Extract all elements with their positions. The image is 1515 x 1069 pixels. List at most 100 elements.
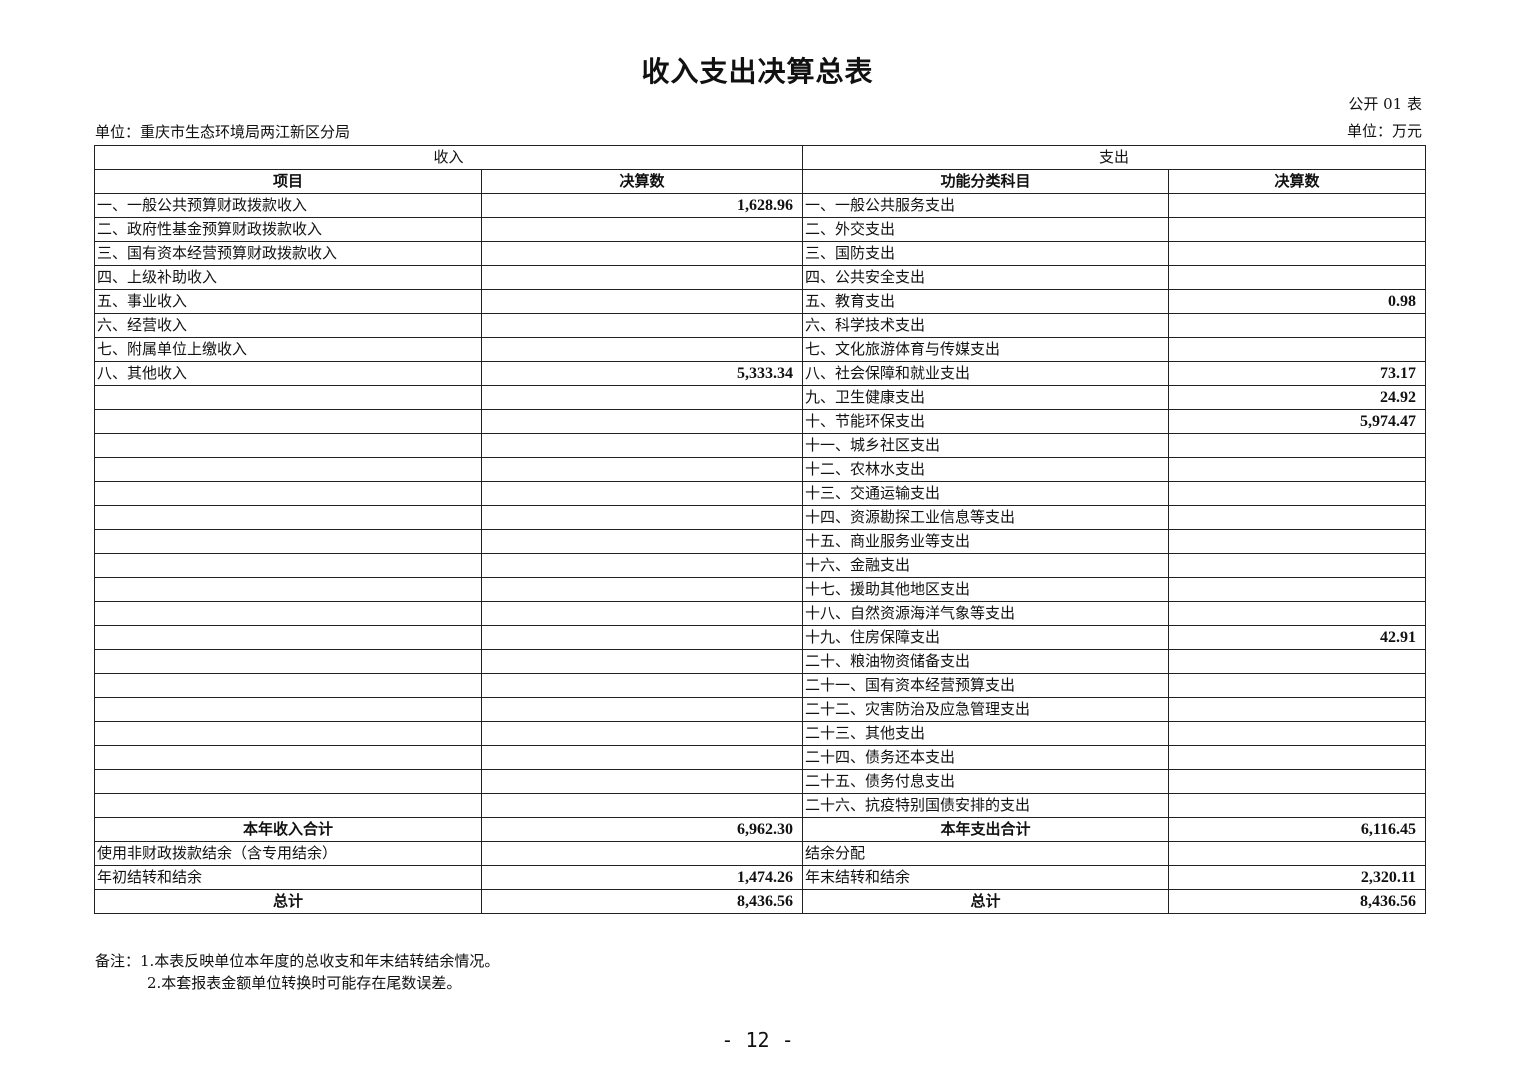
expense-amount-cell [1168,529,1427,554]
income-amount-cell [480,769,804,794]
income-item-cell [94,625,482,650]
expense-item-cell: 九、卫生健康支出 [802,385,1170,410]
income-amount-cell: 8,436.56 [480,889,804,914]
expense-amount-cell [1168,313,1427,338]
expense-item-cell: 十八、自然资源海洋气象等支出 [802,601,1170,626]
expense-item-cell: 本年支出合计 [802,817,1170,842]
income-item-cell [94,481,482,506]
table-row: 六、经营收入 六、科学技术支出 [94,313,1427,338]
expense-amount-cell [1168,193,1427,218]
expense-item-cell: 一、一般公共服务支出 [802,193,1170,218]
expense-item-cell: 五、教育支出 [802,289,1170,314]
expense-amount-cell [1168,721,1427,746]
expense-item-cell: 三、国防支出 [802,241,1170,266]
table-row: 二、政府性基金预算财政拨款收入 二、外交支出 [94,217,1427,242]
income-amount-cell: 1,628.96 [480,193,804,218]
expense-header: 支出 [802,145,1427,170]
income-item-cell: 七、附属单位上缴收入 [94,337,482,362]
income-item-cell [94,553,482,578]
expense-amount-cell [1168,673,1427,698]
income-amount-cell [480,793,804,818]
table-row: 二十五、债务付息支出 [94,769,1427,794]
header-row-columns: 项目 决算数 功能分类科目 决算数 [94,169,1427,194]
summary-row: 年初结转和结余 1,474.26 年末结转和结余 2,320.11 [94,865,1427,890]
income-item-cell [94,745,482,770]
income-amount-cell [480,289,804,314]
expense-amount-cell [1168,601,1427,626]
expense-item-cell: 十六、金融支出 [802,553,1170,578]
income-amount-cell [480,673,804,698]
income-amount-cell [480,625,804,650]
summary-row: 总计 8,436.56 总计 8,436.56 [94,889,1427,914]
income-amount-cell [480,481,804,506]
income-item-cell [94,529,482,554]
table-row: 四、上级补助收入 四、公共安全支出 [94,265,1427,290]
income-amount-cell [480,241,804,266]
note-2: 2.本套报表金额单位转换时可能存在尾数误差。 [147,974,462,992]
expense-item-cell: 二十三、其他支出 [802,721,1170,746]
income-item-cell: 四、上级补助收入 [94,265,482,290]
income-item-cell [94,601,482,626]
table-row: 八、其他收入 5,333.34 八、社会保障和就业支出 73.17 [94,361,1427,386]
reporting-unit: 单位：重庆市生态环境局两江新区分局 [95,123,351,141]
expense-amount-cell [1168,649,1427,674]
table-row: 七、附属单位上缴收入 七、文化旅游体育与传媒支出 [94,337,1427,362]
expense-amount-cell [1168,697,1427,722]
expense-item-cell: 总计 [802,889,1170,914]
table-row: 九、卫生健康支出 24.92 [94,385,1427,410]
expense-amount-cell [1168,481,1427,506]
expense-amount-cell: 42.91 [1168,625,1427,650]
expense-amount-cell [1168,265,1427,290]
income-amount-cell [480,697,804,722]
income-item-cell: 三、国有资本经营预算财政拨款收入 [94,241,482,266]
expense-amount-cell [1168,433,1427,458]
expense-item-header: 功能分类科目 [802,169,1170,194]
income-header: 收入 [93,145,804,170]
income-amount-cell: 6,962.30 [480,817,804,842]
expense-item-cell: 十五、商业服务业等支出 [802,529,1170,554]
expense-amount-cell [1168,577,1427,602]
expense-amount-cell [1168,553,1427,578]
table-row: 二十三、其他支出 [94,721,1427,746]
income-amount-cell [480,385,804,410]
table-row: 十四、资源勘探工业信息等支出 [94,505,1427,530]
table-row: 十六、金融支出 [94,553,1427,578]
income-item-cell: 本年收入合计 [94,817,482,842]
expense-item-cell: 八、社会保障和就业支出 [802,361,1170,386]
expense-item-cell: 二十二、灾害防治及应急管理支出 [802,697,1170,722]
page-number: - 12 - [721,1028,794,1052]
income-item-cell [94,457,482,482]
summary-row: 本年收入合计 6,962.30 本年支出合计 6,116.45 [94,817,1427,842]
table-row: 十二、农林水支出 [94,457,1427,482]
table-row: 十一、城乡社区支出 [94,433,1427,458]
expense-item-cell: 六、科学技术支出 [802,313,1170,338]
expense-item-cell: 二十一、国有资本经营预算支出 [802,673,1170,698]
expense-item-cell: 十九、住房保障支出 [802,625,1170,650]
expense-amount-cell: 6,116.45 [1168,817,1427,842]
income-item-header: 项目 [94,169,482,194]
table-row: 二十二、灾害防治及应急管理支出 [94,697,1427,722]
income-item-cell: 二、政府性基金预算财政拨款收入 [94,217,482,242]
expense-item-cell: 十一、城乡社区支出 [802,433,1170,458]
expense-item-cell: 二、外交支出 [802,217,1170,242]
income-amount-cell [480,553,804,578]
table-row: 十八、自然资源海洋气象等支出 [94,601,1427,626]
income-item-cell: 年初结转和结余 [94,865,482,890]
income-amount-cell: 5,333.34 [480,361,804,386]
income-item-cell: 五、事业收入 [94,289,482,314]
income-item-cell [94,505,482,530]
income-item-cell [94,793,482,818]
income-item-cell [94,697,482,722]
income-expense-table: 收入 支出 项目 决算数 功能分类科目 决算数 一、一般公共预算财政拨款收入 1,… [93,145,1427,914]
table-row: 二十一、国有资本经营预算支出 [94,673,1427,698]
income-item-cell [94,433,482,458]
income-amount-cell [480,601,804,626]
income-item-cell [94,409,482,434]
expense-amount-cell: 24.92 [1168,385,1427,410]
expense-amount-cell [1168,841,1427,866]
table-row: 十七、援助其他地区支出 [94,577,1427,602]
expense-item-cell: 十二、农林水支出 [802,457,1170,482]
expense-item-cell: 结余分配 [802,841,1170,866]
income-item-cell [94,673,482,698]
income-amount-cell [480,577,804,602]
